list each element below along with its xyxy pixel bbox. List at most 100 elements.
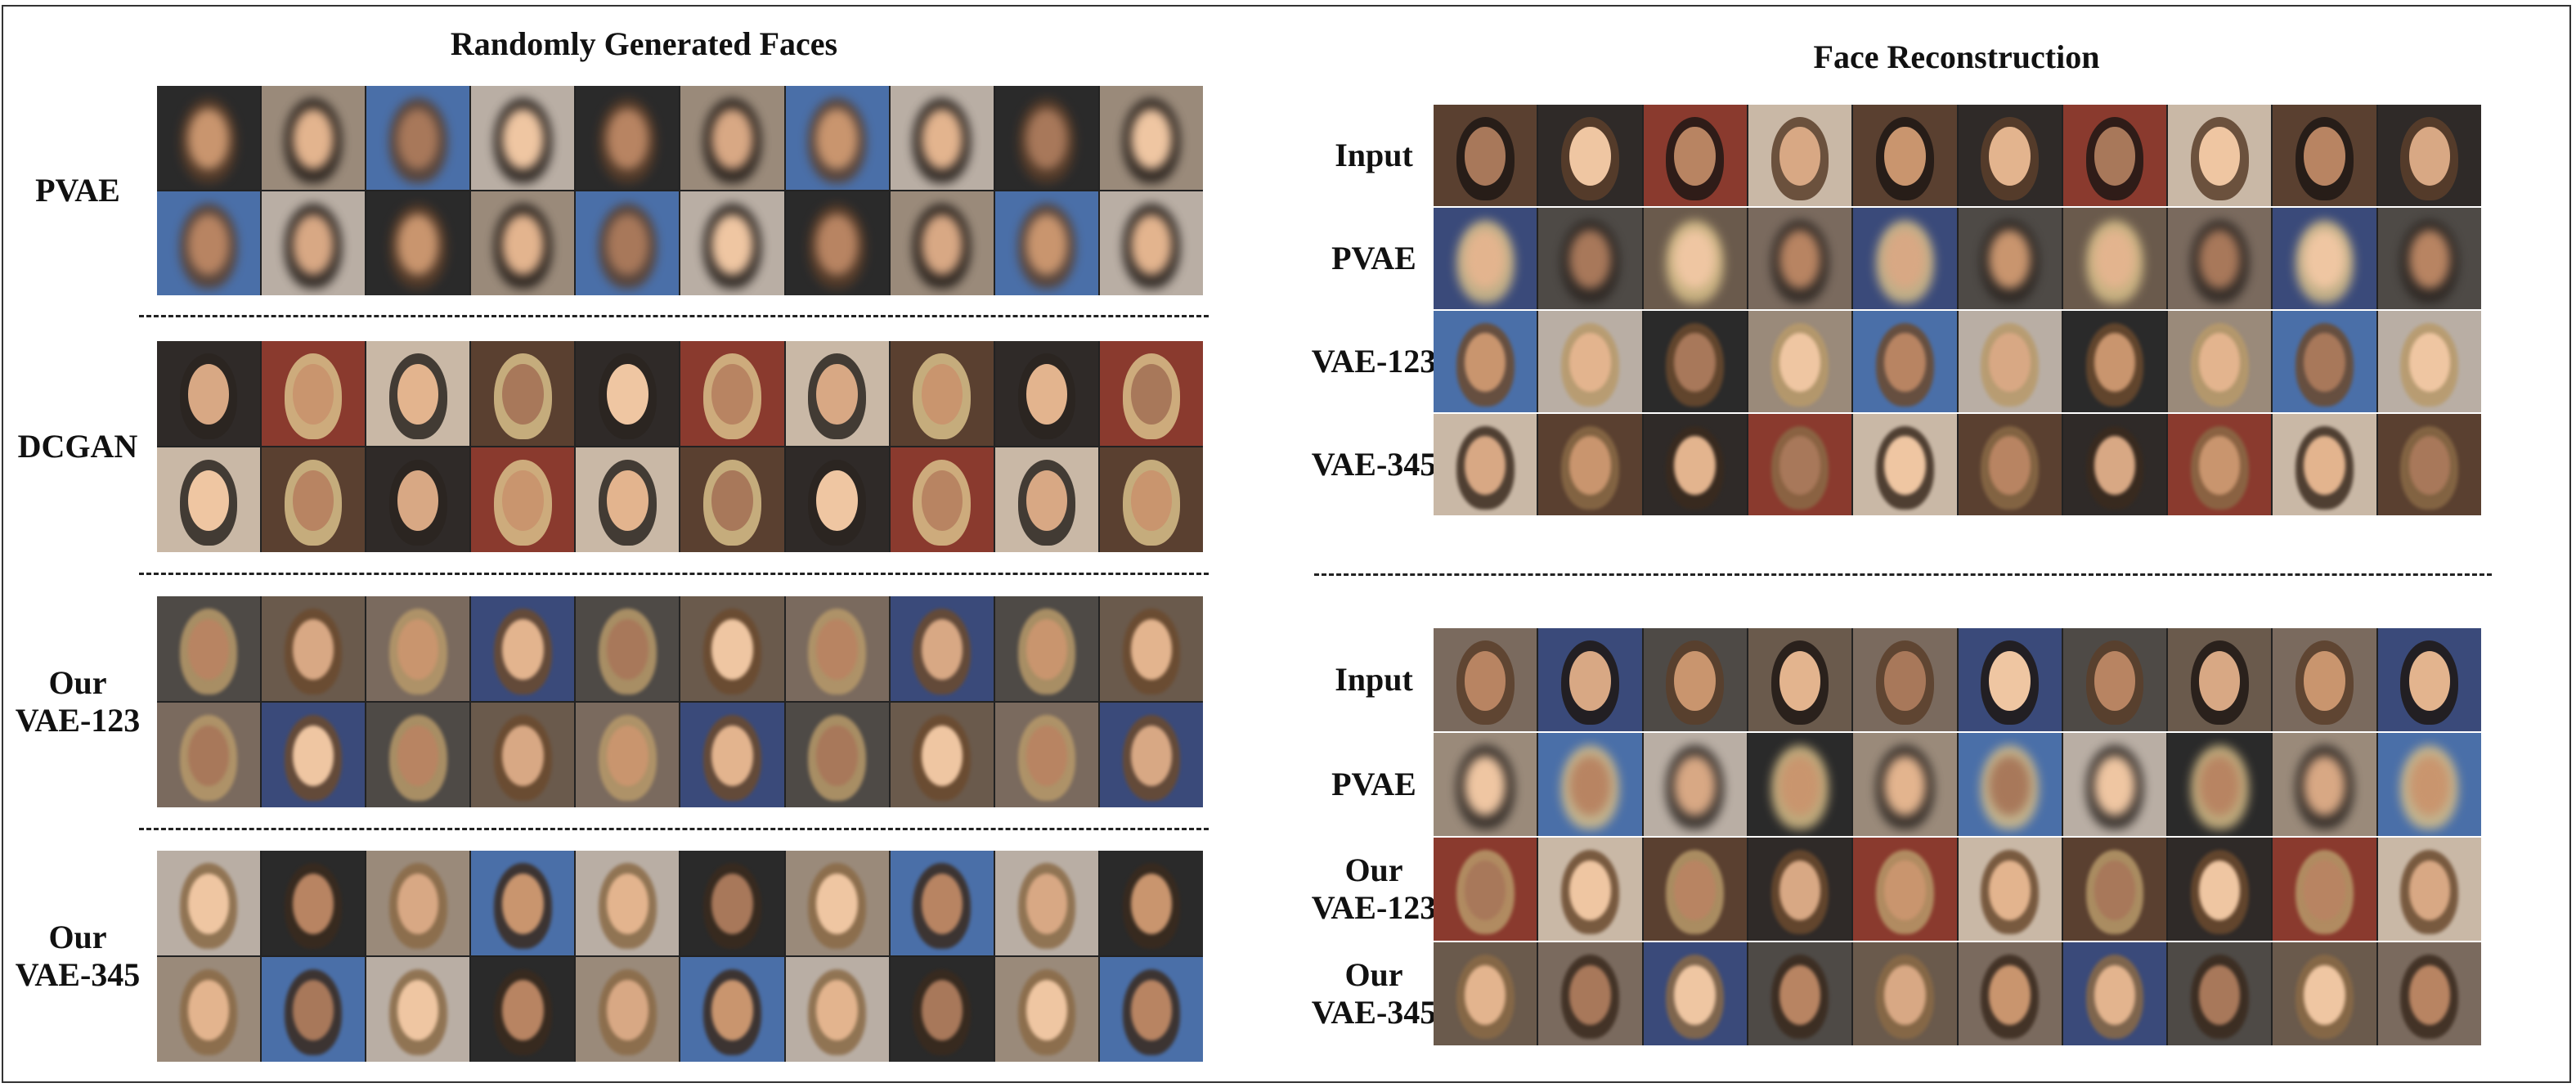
face-thumbnail: [1643, 105, 1747, 206]
face-thumbnail: [1099, 86, 1203, 190]
row-label-2: Our VAE-123: [8, 596, 147, 807]
left-grid-0: [157, 86, 1203, 295]
recon-label-0-3: VAE-345: [1288, 414, 1460, 515]
face-thumbnail: [576, 341, 680, 446]
face-thumbnail: [1958, 628, 2062, 731]
recon-row-1-3: [1434, 942, 2481, 1045]
face-thumbnail: [262, 703, 366, 807]
face-thumbnail: [1853, 628, 1957, 731]
face-thumbnail: [2273, 414, 2376, 515]
left-grid-1: [157, 341, 1203, 552]
face-thumbnail: [1643, 628, 1747, 731]
face-thumbnail: [157, 341, 261, 446]
face-thumbnail: [157, 596, 261, 701]
face-thumbnail: [366, 851, 470, 955]
face-thumbnail: [1853, 942, 1957, 1045]
row-label-0: PVAE: [8, 86, 147, 295]
face-thumbnail: [1958, 733, 2062, 836]
face-thumbnail: [366, 447, 470, 552]
face-thumbnail: [1099, 596, 1203, 701]
face-thumbnail: [1958, 311, 2062, 412]
right-panel-title: Face Reconstruction: [1813, 38, 2100, 75]
face-thumbnail: [1958, 942, 2062, 1045]
face-thumbnail: [1748, 942, 1852, 1045]
face-thumbnail: [366, 703, 470, 807]
face-thumbnail: [1748, 733, 1852, 836]
face-thumbnail: [1853, 208, 1957, 309]
recon-label-1-0: Input: [1288, 628, 1460, 731]
recon-label-1-3: Our VAE-345: [1288, 942, 1460, 1045]
face-thumbnail: [1099, 191, 1203, 295]
face-thumbnail: [1853, 105, 1957, 206]
face-thumbnail: [1434, 733, 1537, 836]
face-thumbnail: [2377, 414, 2481, 515]
face-thumbnail: [1434, 628, 1537, 731]
face-thumbnail: [157, 447, 261, 552]
row-label-line: PVAE: [1331, 240, 1416, 276]
row-label-line: PVAE: [1331, 766, 1416, 802]
left-grid-3: [157, 851, 1203, 1062]
face-thumbnail: [890, 191, 994, 295]
face-thumbnail: [262, 341, 366, 446]
face-thumbnail: [680, 851, 784, 955]
face-thumbnail: [994, 341, 1098, 446]
face-thumbnail: [890, 851, 994, 955]
face-thumbnail: [157, 86, 261, 190]
face-thumbnail: [2273, 208, 2376, 309]
face-thumbnail: [1434, 208, 1537, 309]
face-thumbnail: [2168, 942, 2272, 1045]
face-thumbnail: [2168, 414, 2272, 515]
face-thumbnail: [2168, 733, 2272, 836]
face-thumbnail: [2273, 838, 2376, 941]
face-thumbnail: [994, 596, 1098, 701]
face-thumbnail: [262, 191, 366, 295]
face-thumbnail: [1643, 208, 1747, 309]
face-thumbnail: [890, 86, 994, 190]
face-thumbnail: [2062, 838, 2167, 941]
face-thumbnail: [680, 341, 784, 446]
face-thumbnail: [2062, 414, 2167, 515]
recon-label-0-1: PVAE: [1288, 208, 1460, 309]
face-thumbnail: [2377, 942, 2481, 1045]
face-thumbnail: [366, 957, 470, 1062]
row-label-line: Input: [1335, 137, 1413, 173]
face-thumbnail: [1748, 311, 1852, 412]
recon-label-0-0: Input: [1288, 105, 1460, 206]
face-thumbnail: [1748, 414, 1852, 515]
face-thumbnail: [471, 191, 575, 295]
face-thumbnail: [576, 191, 680, 295]
face-thumbnail: [366, 191, 470, 295]
face-thumbnail: [576, 957, 680, 1062]
face-thumbnail: [2377, 628, 2481, 731]
face-thumbnail: [576, 703, 680, 807]
face-thumbnail: [680, 596, 784, 701]
recon-row-0-0: [1434, 105, 2481, 206]
face-thumbnail: [1434, 942, 1537, 1045]
face-thumbnail: [1099, 851, 1203, 955]
face-thumbnail: [1099, 703, 1203, 807]
face-thumbnail: [1748, 838, 1852, 941]
row-label-line: VAE-345: [15, 956, 141, 993]
face-thumbnail: [471, 957, 575, 1062]
face-thumbnail: [1434, 105, 1537, 206]
face-thumbnail: [1099, 341, 1203, 446]
face-thumbnail: [785, 596, 889, 701]
face-thumbnail: [1748, 628, 1852, 731]
face-thumbnail: [1853, 311, 1957, 412]
face-thumbnail: [2062, 105, 2167, 206]
face-thumbnail: [2168, 208, 2272, 309]
face-thumbnail: [890, 596, 994, 701]
face-thumbnail: [157, 703, 261, 807]
face-thumbnail: [262, 447, 366, 552]
recon-label-1-2: Our VAE-123: [1288, 838, 1460, 941]
face-thumbnail: [2377, 311, 2481, 412]
face-thumbnail: [1099, 957, 1203, 1062]
face-thumbnail: [1434, 311, 1537, 412]
face-thumbnail: [576, 851, 680, 955]
face-thumbnail: [1958, 414, 2062, 515]
row-label-line: PVAE: [35, 172, 120, 209]
row-label-1: DCGAN: [8, 341, 147, 552]
face-thumbnail: [1538, 105, 1642, 206]
recon-row-1-1: [1434, 733, 2481, 836]
face-thumbnail: [2273, 733, 2376, 836]
